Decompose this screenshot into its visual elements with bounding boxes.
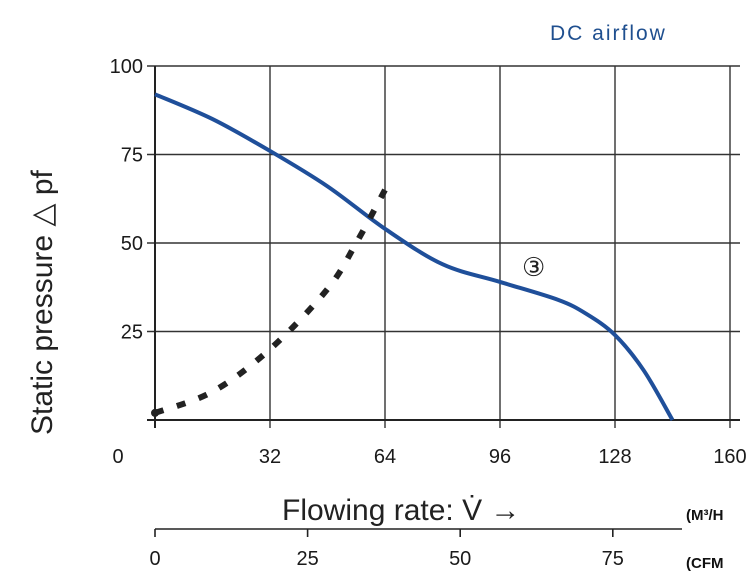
y-tick-label: 75: [121, 145, 143, 167]
y-tick-label: 50: [121, 233, 143, 255]
x-tick-label: 0: [112, 446, 123, 468]
x-tick-label: 160: [713, 446, 746, 468]
x-tick-label: 32: [259, 446, 281, 468]
secondary-x-tick-label: 50: [449, 548, 471, 570]
secondary-x-tick-label: 0: [149, 548, 160, 570]
secondary-x-tick-label: 25: [296, 548, 318, 570]
y-tick-label: 25: [121, 322, 143, 344]
series-point: [151, 408, 159, 417]
x-axis-label: Flowing rate: V̇ →: [282, 494, 520, 527]
x-axis-unit-secondary: (CFM: [686, 555, 724, 572]
secondary-x-axis: 0 25 50 75: [149, 528, 682, 570]
series-label-3: ③: [522, 253, 545, 283]
series-curve-3: [154, 92, 675, 422]
secondary-x-tick-label: 75: [602, 548, 624, 570]
tick-labels: 100 75 50 25 0 32 64 96 128 160: [110, 56, 747, 468]
grid: [147, 65, 740, 428]
x-tick-label: 96: [489, 446, 511, 468]
series-lines: [151, 92, 675, 422]
x-axis-unit-primary: (M³/H: [686, 507, 724, 524]
y-tick-label: 100: [110, 56, 143, 78]
x-tick-label: 128: [598, 446, 631, 468]
x-tick-label: 64: [374, 446, 396, 468]
y-axis-label: Static pressure △ pf: [26, 169, 59, 435]
axes: [147, 66, 740, 428]
chart-title: DC airflow: [550, 22, 667, 45]
